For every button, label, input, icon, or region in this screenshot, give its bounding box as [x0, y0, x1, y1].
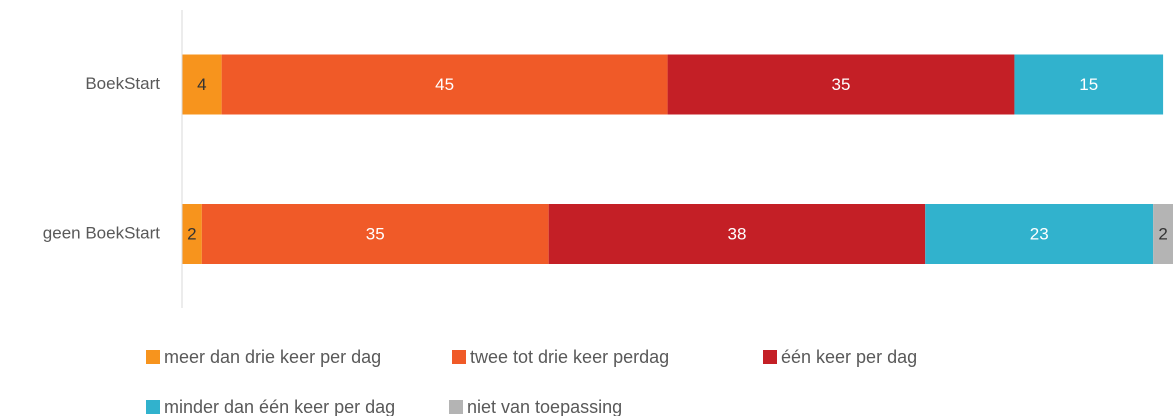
legend-label: minder dan één keer per dag	[164, 397, 395, 416]
value-label: 2	[187, 224, 196, 243]
legend-swatch	[763, 350, 777, 364]
value-label: 23	[1030, 224, 1049, 243]
value-label: 35	[366, 224, 385, 243]
bar-segment	[548, 204, 926, 264]
value-label: 35	[832, 75, 851, 94]
bar-segment	[1153, 204, 1173, 264]
legend-swatch	[449, 400, 463, 414]
legend-swatch	[146, 350, 160, 364]
bar-segment	[182, 54, 222, 115]
legend-swatch	[452, 350, 466, 364]
bar-segment	[667, 54, 1015, 115]
category-label: BoekStart	[85, 74, 160, 93]
value-label: 45	[435, 75, 454, 94]
legend-swatch	[146, 400, 160, 414]
bar-segment	[182, 204, 202, 264]
category-label: geen BoekStart	[43, 223, 160, 242]
legend-label: één keer per dag	[781, 347, 917, 367]
legend-label: niet van toepassing	[467, 397, 622, 416]
value-label: 2	[1158, 224, 1167, 243]
value-label: 38	[727, 224, 746, 243]
legend-label: twee tot drie keer perdag	[470, 347, 669, 367]
bar-segment	[1014, 54, 1164, 115]
bar-segment	[221, 54, 668, 115]
value-label: 4	[197, 75, 206, 94]
value-label: 15	[1079, 75, 1098, 94]
bar-segment	[925, 204, 1154, 264]
bar-segment	[201, 204, 549, 264]
legend-label: meer dan drie keer per dag	[164, 347, 381, 367]
